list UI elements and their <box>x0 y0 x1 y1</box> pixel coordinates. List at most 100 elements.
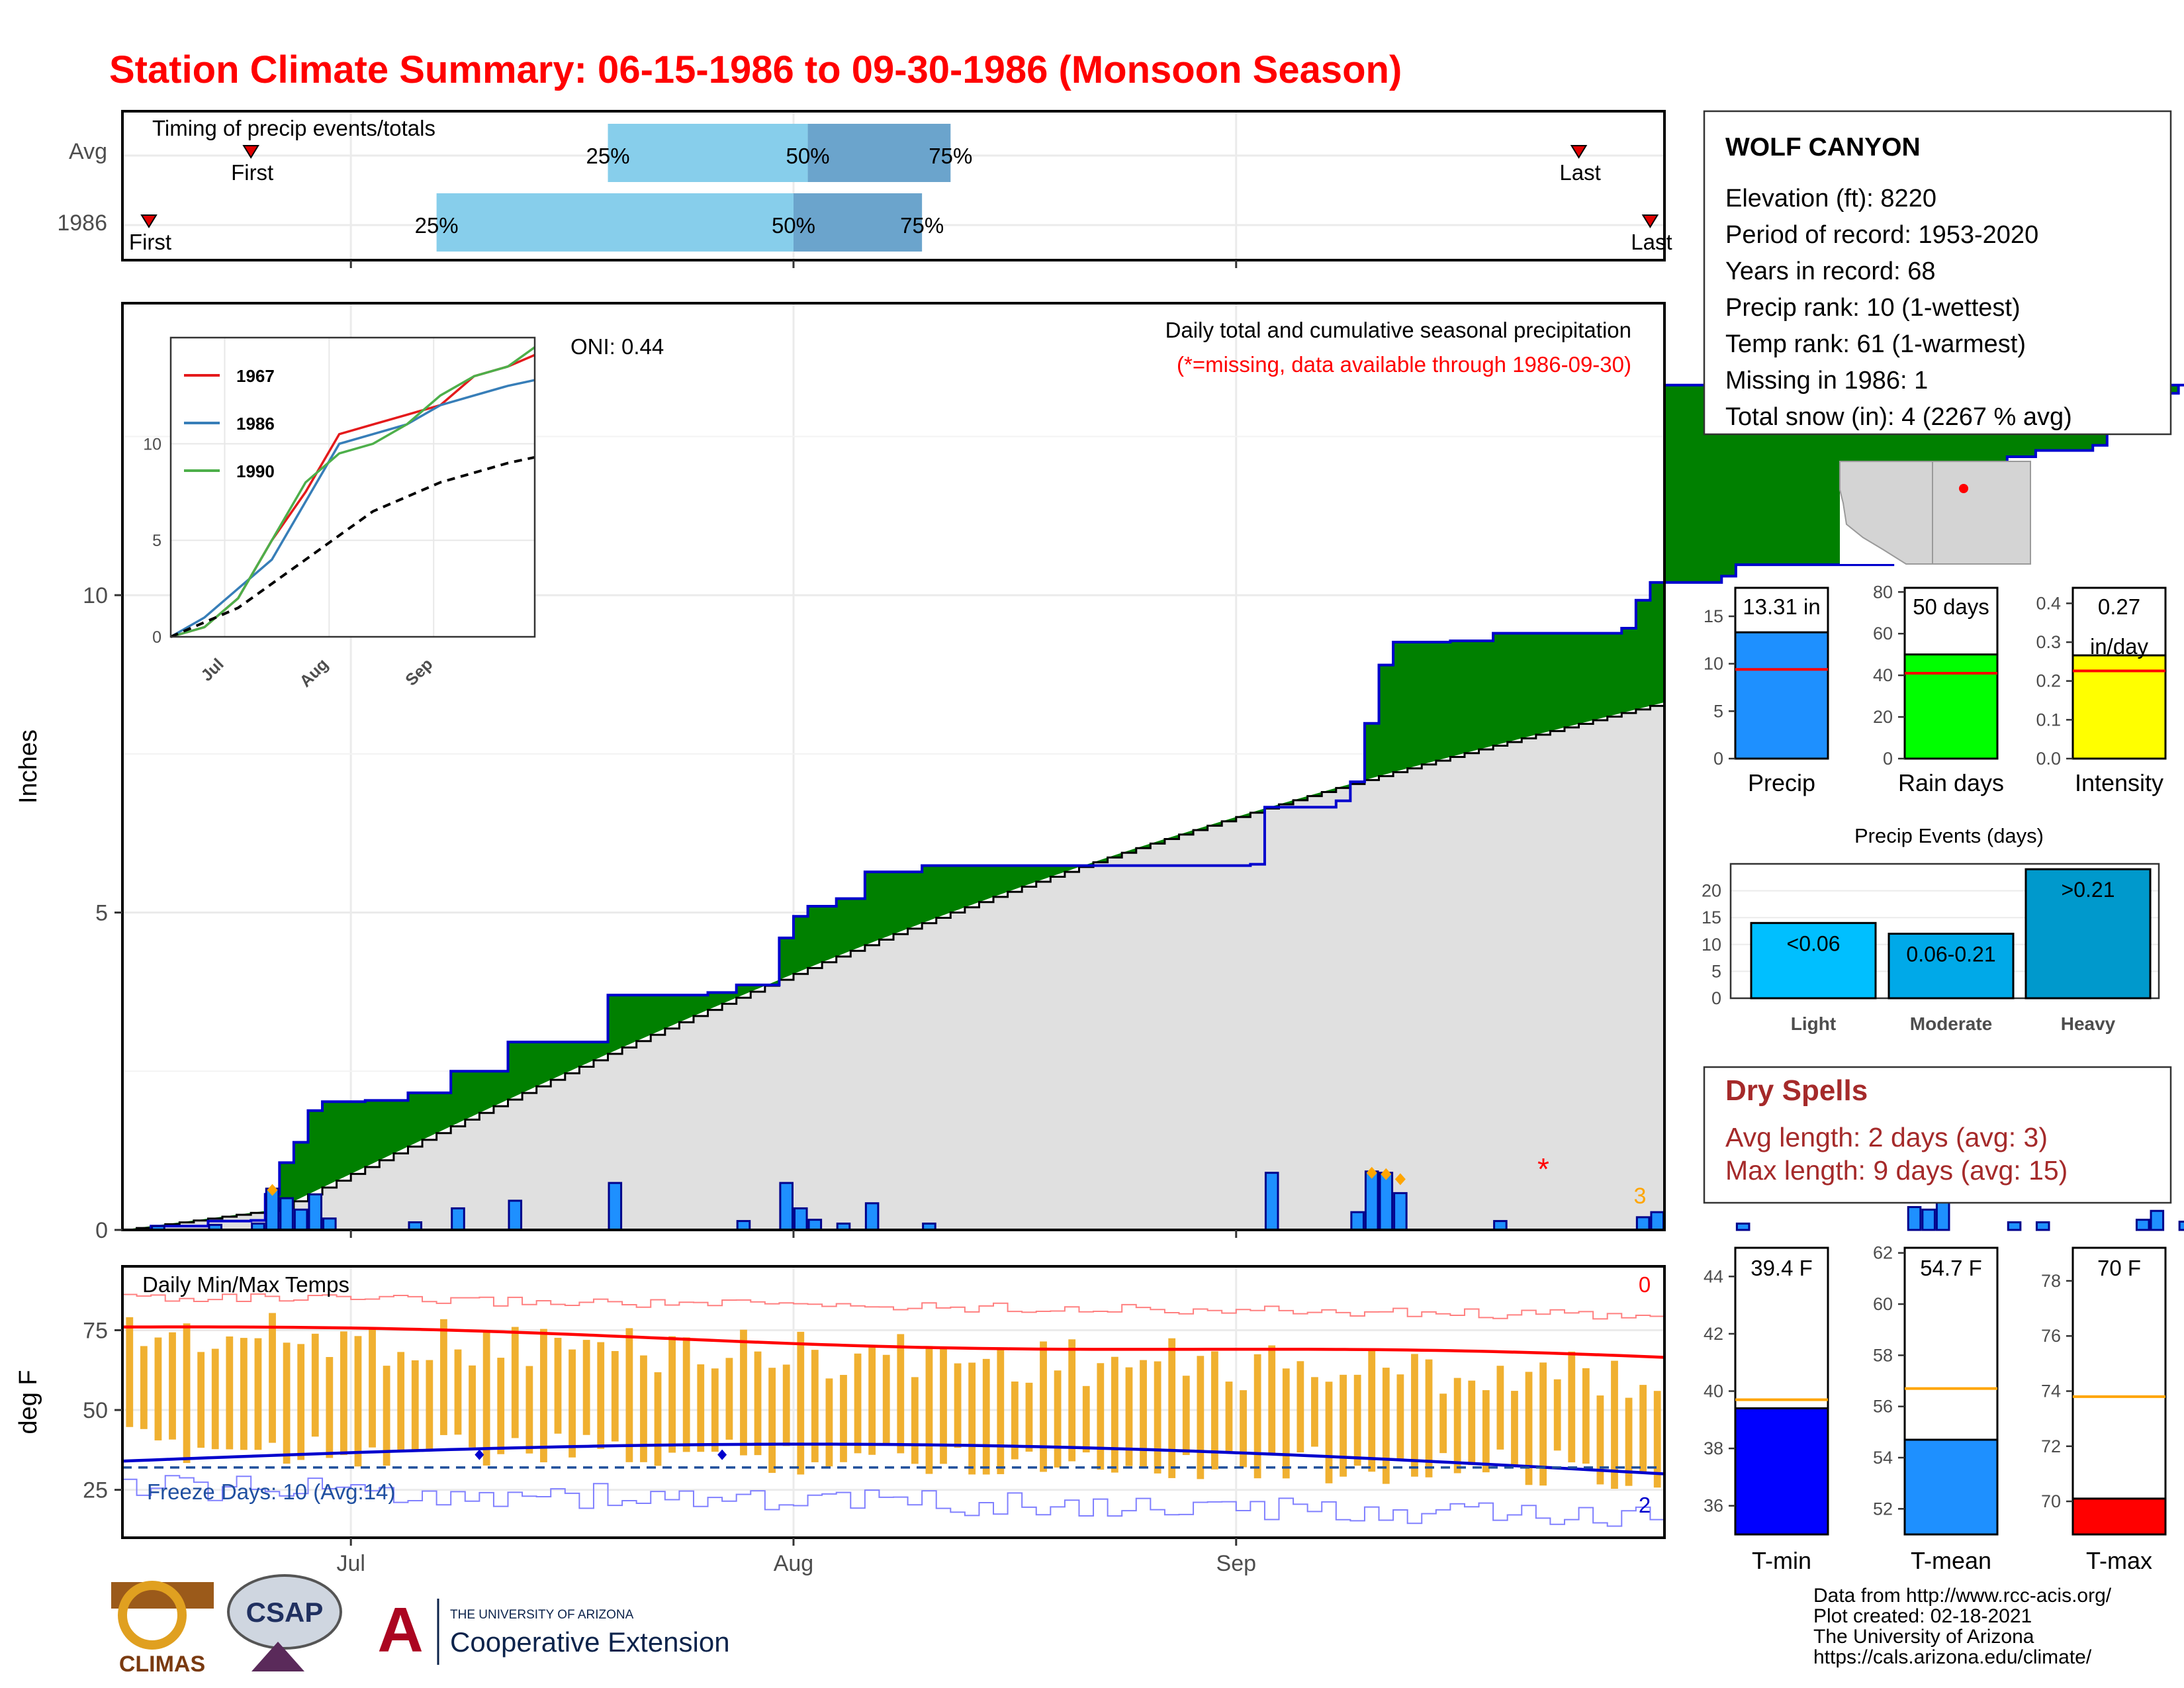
daily-precip-bar <box>793 1207 808 1231</box>
daily-temp-bar <box>326 1356 334 1458</box>
daily-temp-bar <box>369 1327 376 1448</box>
events-bar-label: >0.21 <box>2062 878 2115 902</box>
inset-legend-label: 1967 <box>236 366 275 386</box>
missing-days-count: 3 <box>1634 1184 1647 1209</box>
summary-bars: 13.31 in 0 5 10 15 Precip 50 days 0 20 40 60 80 Rain… <box>1704 582 2167 796</box>
inset-series-line <box>170 455 535 638</box>
station-info-line: Precip rank: 10 (1-wettest) <box>1725 294 2021 322</box>
temp-summary-bar <box>1903 1438 1999 1536</box>
events-tick-label: 20 <box>1702 881 1721 901</box>
daily-temp-bar <box>1253 1354 1261 1479</box>
inset-legend-label: 1986 <box>236 414 275 434</box>
daily-temp-bar <box>954 1363 962 1448</box>
daily-temp-bar <box>240 1338 248 1450</box>
summary-bar-tick-label: 0.4 <box>2036 593 2061 613</box>
daily-precip-bar <box>864 1202 880 1231</box>
above-normal-area <box>122 385 2184 1230</box>
missing-marker: * <box>1537 1152 1549 1186</box>
daily-temp-bar <box>982 1358 990 1475</box>
station-box-frame <box>1703 110 2172 436</box>
daily-temp-bar <box>426 1360 433 1450</box>
daily-temp-bar <box>183 1323 191 1464</box>
daily-precip-bar <box>2035 1221 2050 1231</box>
daily-temp-bar <box>1325 1382 1333 1483</box>
dry-spells-frame <box>1703 1066 2172 1204</box>
daily-temp-bar <box>354 1336 362 1467</box>
summary-bar-label: Rain days <box>1898 769 2004 796</box>
summary-bar <box>1903 653 1999 760</box>
timing-quantile-label: 75% <box>900 213 944 238</box>
daily-temp-bar <box>511 1327 519 1438</box>
events-category-label: Light <box>1791 1013 1836 1034</box>
daily-temp-bar <box>269 1313 276 1443</box>
daily-precip-bar <box>322 1217 337 1231</box>
precip-ylabel: Inches <box>15 729 42 804</box>
daily-temp-bar <box>768 1368 776 1474</box>
daily-temp-bar <box>1553 1379 1561 1451</box>
timing-first-label: First <box>129 230 171 254</box>
daily-temp-bar <box>1596 1395 1604 1485</box>
temp-summary-label: T-mean <box>1911 1547 1991 1574</box>
daily-precip-bar <box>451 1207 465 1231</box>
timing-quantile-label: 75% <box>929 144 972 168</box>
timing-first-label: First <box>231 160 273 185</box>
inset-xtick-label: Sep <box>402 655 436 689</box>
ua-big-text: Cooperative Extension <box>450 1626 730 1658</box>
csap-logo: CSAP <box>227 1574 342 1671</box>
temp-ytick-label: 50 <box>83 1398 108 1423</box>
dry-spells-avg: Avg length: 2 days (avg: 3) <box>1725 1122 2048 1152</box>
record-day-marker <box>1366 1166 1377 1179</box>
temp-summary-bar <box>1734 1407 1829 1536</box>
daily-temp-bar <box>226 1336 234 1450</box>
summary-bar-tick-label: 0 <box>1713 749 1723 769</box>
daily-temp-bar <box>582 1340 590 1435</box>
daily-temp-bar <box>1625 1397 1633 1486</box>
daily-temp-bar <box>611 1350 619 1442</box>
temp-summary-frame <box>2071 1246 2167 1536</box>
inset-ytick-label: 0 <box>152 628 161 647</box>
daily-temp-bar <box>1182 1376 1190 1456</box>
temp-summary-label: T-min <box>1752 1547 1811 1574</box>
map-states <box>1839 461 2031 565</box>
events-bar <box>2025 868 2152 1000</box>
inset-series-line <box>170 379 535 638</box>
daily-precip-bar <box>1393 1192 1408 1231</box>
temp-summary-tick-label: 44 <box>1704 1266 1723 1286</box>
summary-bar <box>1734 631 1829 760</box>
summary-bar-tick-label: 80 <box>1873 582 1893 602</box>
temp-summary-tick-label: 62 <box>1873 1243 1893 1263</box>
dry-spells-max: Max length: 9 days (avg: 15) <box>1725 1155 2068 1186</box>
summary-bar-tick-label: 0.3 <box>2036 632 2061 652</box>
station-location-dot <box>1959 484 1968 493</box>
daily-precip-bar <box>779 1182 794 1231</box>
daily-temp-bar <box>540 1329 547 1463</box>
summary-bar-label: Intensity <box>2075 769 2163 796</box>
normal-cumulative-area <box>122 702 1664 1230</box>
footer-credit-line: Plot created: 02-18-2021 <box>1813 1605 2032 1627</box>
daily-temp-bar <box>1425 1359 1433 1477</box>
temp-summary-tick-label: 72 <box>2041 1436 2061 1456</box>
daily-temp-bar <box>1311 1377 1318 1447</box>
daily-precip-bar <box>1635 1216 1651 1231</box>
daily-temp-bar <box>1297 1361 1304 1453</box>
csap-mountain <box>251 1642 304 1671</box>
daily-temp-bar <box>197 1352 205 1448</box>
temp-xtick-label: Jul <box>336 1551 365 1576</box>
precip-panel: 0 5 10 Inches Daily total and cumulative s… <box>15 302 2184 1243</box>
daily-temp-bar <box>997 1347 1005 1474</box>
daily-temp-bar <box>525 1366 533 1454</box>
daily-precip-bar <box>1650 1211 1665 1231</box>
daily-temp-bar <box>1639 1385 1647 1473</box>
daily-temp-bar <box>1582 1368 1590 1464</box>
station-info-line: Temp rank: 61 (1-warmest) <box>1725 330 2026 358</box>
temp-summary-tick-label: 76 <box>2041 1326 2061 1346</box>
daily-temp-bar <box>254 1338 262 1450</box>
temp-summary-tick-label: 56 <box>1873 1397 1893 1417</box>
events-bar-label: 0.06-0.21 <box>1906 943 1995 966</box>
daily-precip-bar <box>1350 1211 1365 1231</box>
daily-temp-bar <box>711 1368 719 1452</box>
daily-precip-bar <box>807 1219 823 1231</box>
daily-precip-bar <box>1264 1172 1279 1231</box>
timing-first-marker <box>140 214 158 228</box>
daily-temp-bar <box>1125 1367 1133 1466</box>
